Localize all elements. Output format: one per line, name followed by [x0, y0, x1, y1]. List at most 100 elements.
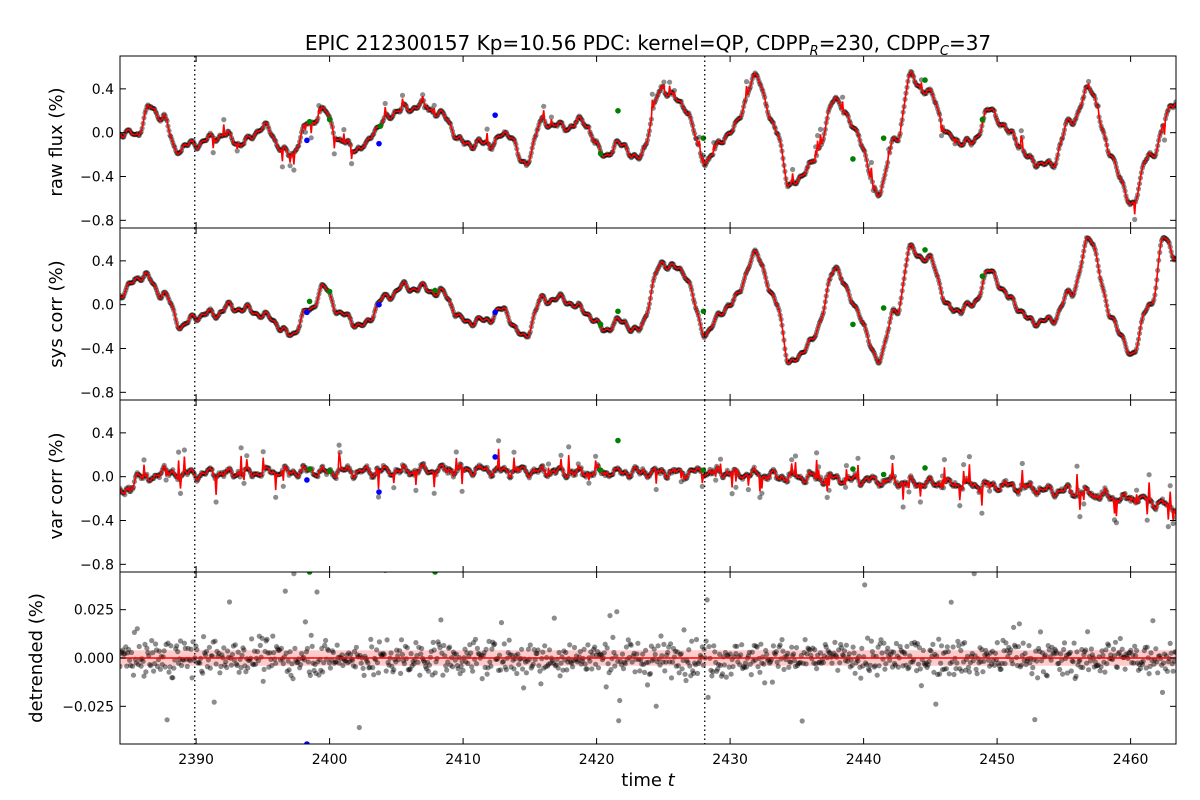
data-point [470, 668, 476, 674]
data-point [229, 651, 235, 658]
data-point [1045, 643, 1051, 649]
panel-3: 0.4 0.0 −0.4 −0.8 var corr (%) [46, 399, 1177, 573]
data-point [1056, 660, 1062, 666]
data-point [237, 474, 243, 480]
x-tick-label: 2410 [445, 752, 481, 768]
data-point [430, 639, 436, 646]
data-point [563, 649, 569, 656]
data-point [1004, 648, 1010, 654]
data-point [967, 660, 974, 666]
plot-area [120, 234, 1176, 366]
data-point [530, 661, 536, 667]
data-point [210, 150, 216, 156]
data-point [344, 652, 350, 658]
data-point [742, 664, 748, 671]
data-point [1011, 624, 1017, 631]
data-point [181, 640, 187, 646]
data-point [394, 647, 400, 653]
data-point [386, 662, 392, 668]
data-point [468, 650, 474, 656]
data-point [1035, 675, 1041, 681]
data-point [502, 664, 508, 670]
data-point [962, 640, 968, 646]
data-point [914, 668, 920, 674]
data-point [218, 663, 224, 670]
outlier-point [700, 135, 707, 141]
data-point [595, 649, 601, 655]
data-point [977, 645, 983, 651]
data-point [872, 663, 878, 669]
data-point [571, 644, 578, 651]
data-point [718, 673, 725, 679]
data-point [789, 644, 795, 650]
data-point [212, 638, 218, 644]
data-point [591, 646, 597, 652]
data-point [803, 661, 809, 667]
data-point [454, 663, 460, 669]
data-point [545, 661, 552, 667]
data-point [825, 648, 831, 654]
data-point [295, 659, 301, 665]
data-point [358, 660, 364, 666]
data-point [501, 641, 507, 647]
data-point [842, 484, 849, 490]
data-point [325, 647, 332, 654]
data-point [1126, 650, 1132, 656]
data-point [908, 659, 914, 665]
data-point [279, 164, 285, 170]
data-point [334, 642, 340, 648]
data-point [154, 663, 161, 670]
data-point [843, 642, 850, 648]
data-point [130, 672, 137, 678]
data-point [320, 669, 326, 675]
y-tick-label: 0.4 [92, 254, 114, 270]
data-point [1103, 647, 1109, 653]
data-point [552, 663, 558, 669]
data-point [455, 666, 461, 672]
data-point [184, 663, 190, 670]
data-point [920, 647, 926, 654]
data-point [772, 651, 778, 657]
data-point [831, 650, 837, 657]
data-point [177, 638, 184, 644]
data-point [849, 662, 855, 669]
data-point [780, 648, 786, 654]
data-point [311, 667, 317, 674]
data-point [225, 648, 231, 654]
data-point [833, 652, 839, 659]
data-point [724, 652, 730, 658]
data-point [822, 641, 828, 648]
data-point [537, 668, 543, 674]
data-point [536, 663, 542, 669]
data-point [223, 659, 229, 665]
data-point [901, 649, 907, 655]
data-point [1093, 663, 1099, 669]
data-point [473, 661, 480, 667]
data-point [541, 665, 547, 671]
y-tick-label: 0.4 [92, 426, 114, 442]
data-point [959, 668, 965, 674]
data-point [507, 652, 513, 658]
data-point [814, 666, 820, 672]
data-point [374, 660, 381, 666]
data-point [120, 650, 124, 656]
data-point [284, 668, 290, 675]
data-point [1140, 658, 1146, 664]
data-point [882, 666, 888, 672]
data-point [423, 666, 430, 672]
data-point [689, 638, 695, 644]
data-point [1081, 652, 1087, 658]
data-point [1142, 644, 1148, 651]
data-point [788, 659, 794, 665]
data-point [688, 673, 694, 679]
data-point [1170, 668, 1176, 674]
data-point [655, 643, 661, 649]
data-point [874, 672, 880, 678]
outlier-point [306, 298, 313, 305]
data-point [1095, 662, 1101, 668]
data-point [496, 667, 502, 674]
data-point [579, 658, 585, 664]
data-point [560, 667, 566, 673]
y-tick-label: 0.000 [74, 651, 114, 667]
data-point [1019, 460, 1025, 467]
